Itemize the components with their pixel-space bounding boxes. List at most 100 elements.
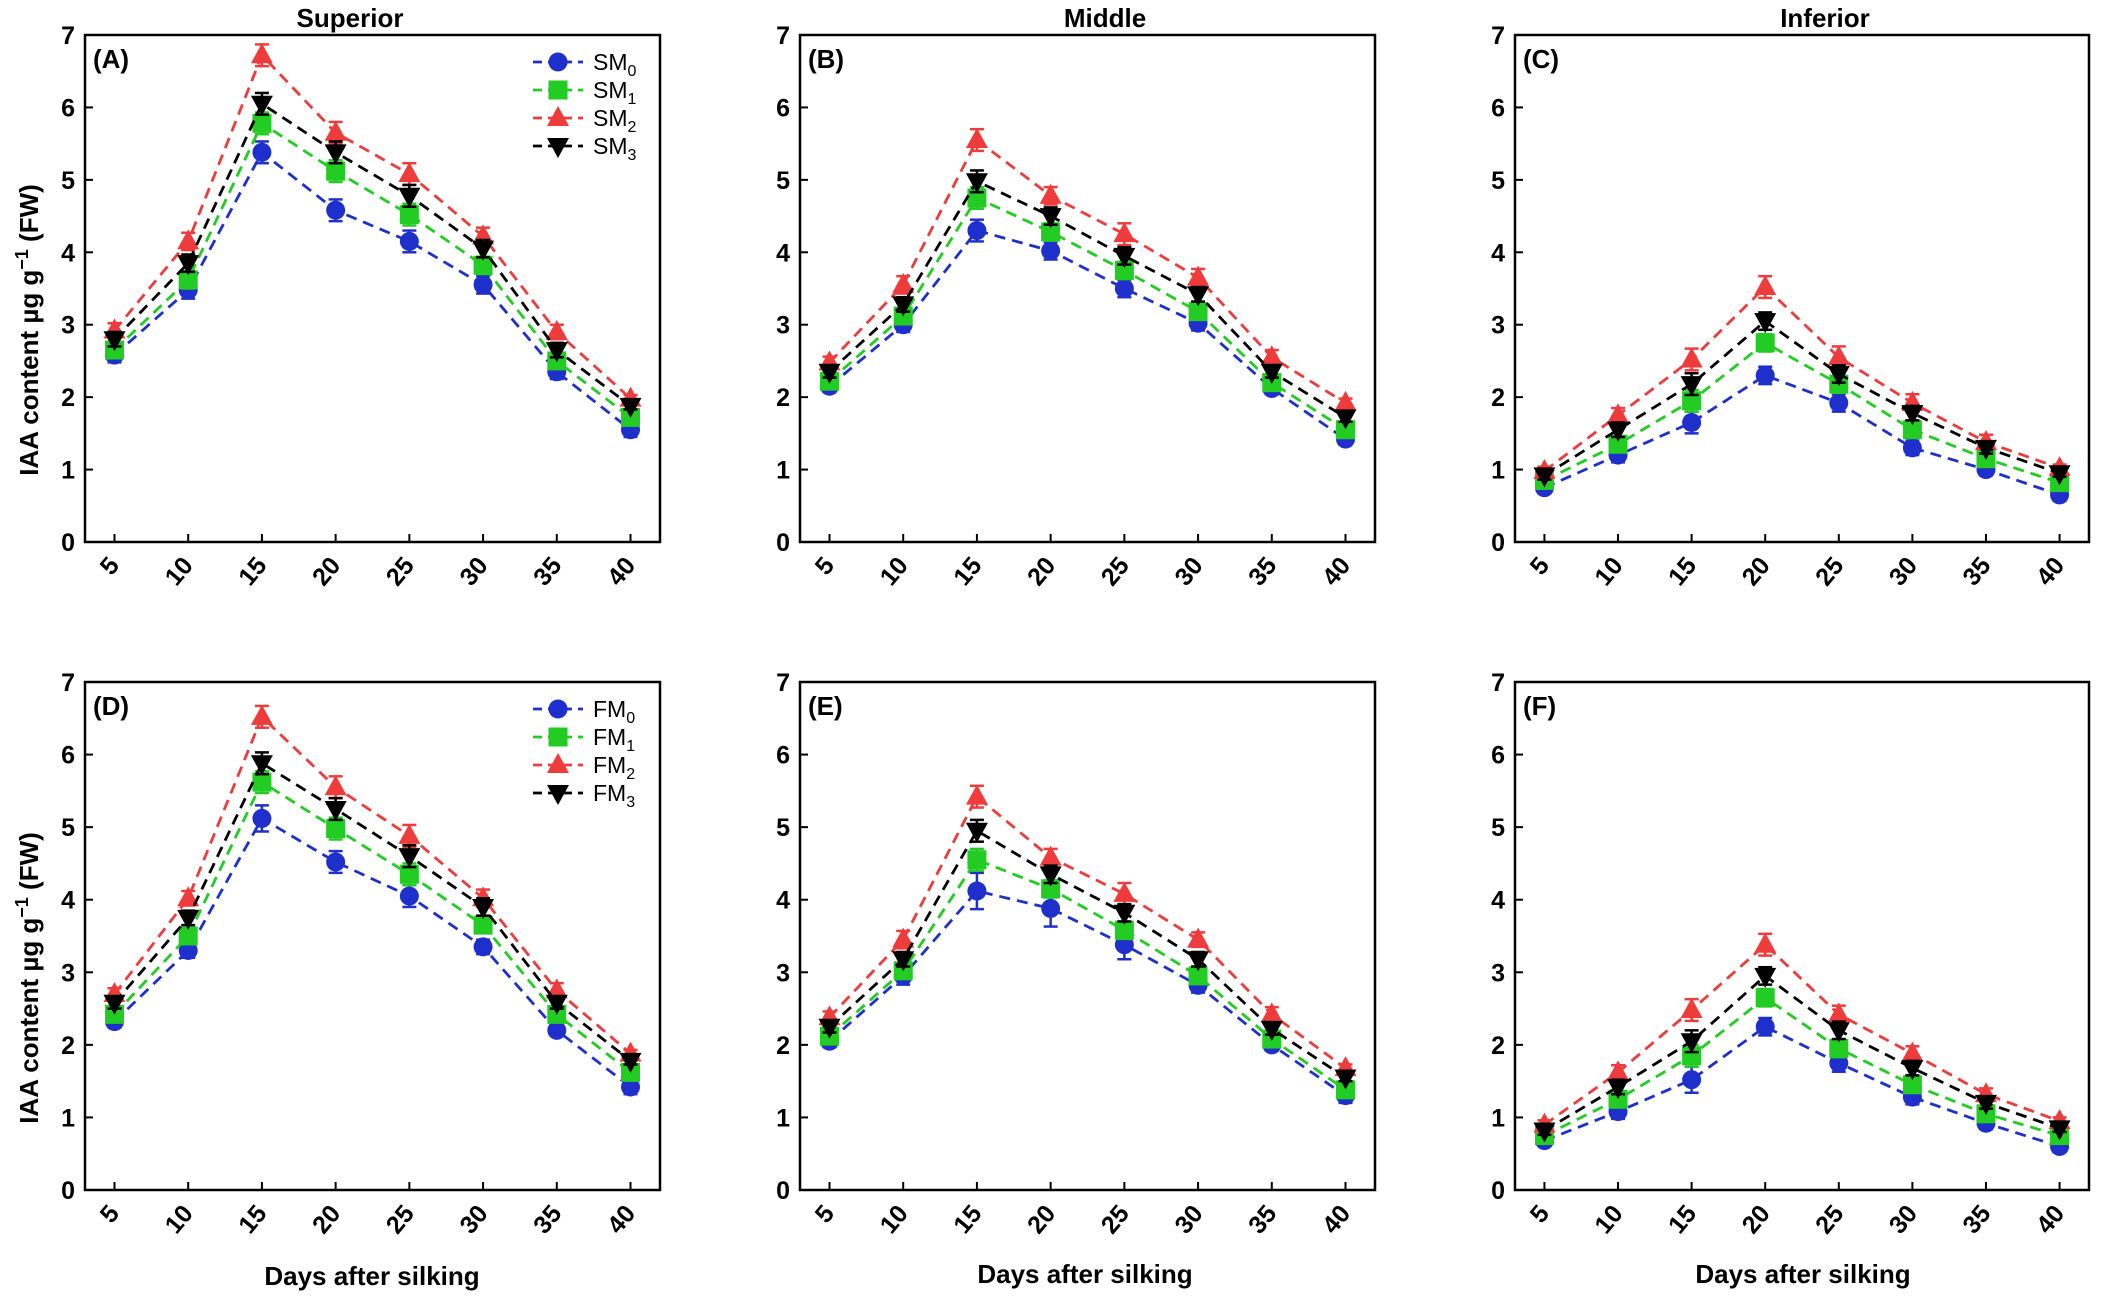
data-point [473,937,493,957]
y-tick-label: 4 [61,239,75,267]
x-tick-label: 35 [528,1200,567,1239]
x-tick-label: 40 [1317,552,1356,591]
series-sm3 [1533,311,2071,488]
x-tick-label: 40 [2031,552,2070,591]
data-point [399,205,419,225]
data-point [324,775,347,796]
y-tick-label: 5 [776,814,790,842]
x-tick-label: 15 [1663,552,1702,591]
data-point [177,886,200,907]
data-point [1039,866,1062,887]
data-point [324,144,347,165]
panel-label: (A) [93,44,129,74]
y-tick-label: 1 [1491,1104,1505,1132]
data-point [324,120,347,141]
series-line [828,196,1347,431]
data-point [547,1020,567,1040]
panel-label: (D) [93,691,129,721]
y-tick-label: 4 [61,887,75,915]
y-tick-label: 6 [61,94,75,122]
data-point [892,272,915,293]
series-fm3 [103,751,642,1073]
data-point [1336,420,1356,440]
series-line [113,52,632,400]
x-tick-label: 25 [1096,1200,1135,1239]
x-tick-label: 35 [1957,552,1996,591]
x-tick-label: 40 [1317,1200,1356,1239]
data-point [545,319,568,340]
data-point [545,994,568,1015]
data-point [1533,467,1556,488]
legend-label: SM3 [593,133,637,164]
data-point [178,926,198,946]
data-point [1260,345,1283,366]
y-axis-label-text: IAA content µg g [14,918,44,1124]
y-tick-label: 2 [1491,1032,1505,1060]
data-point [399,864,419,884]
data-point [326,852,346,872]
data-point [1902,1075,1922,1095]
data-point [399,886,419,906]
y-tick-label: 2 [776,384,790,412]
data-point [252,772,272,792]
series-sm0 [104,140,641,440]
y-tick-label: 5 [61,814,75,842]
x-tick-label: 10 [1589,552,1628,591]
data-point [1682,1070,1702,1090]
x-tick-label: 25 [1810,1200,1849,1239]
data-point [1829,393,1849,413]
y-tick-label: 7 [1491,22,1505,50]
data-point [965,784,988,805]
chart-panel: Superior (A) 0 1 2 3 4 5 6 7 5 10 15 20 25 30 35 40 SM0SM1… [61,3,662,591]
data-point [1680,376,1703,397]
data-point [1902,420,1922,440]
data-point [250,704,273,725]
data-point [1901,405,1924,426]
data-point [1041,898,1061,918]
legend-label: FM1 [593,724,635,755]
y-tick-label: 5 [61,167,75,195]
series-line [113,714,632,1055]
y-axis-label-tail: (FW) [14,832,44,897]
y-tick-label: 5 [1491,814,1505,842]
data-point [619,1052,642,1073]
y-tick-label: 2 [61,384,75,412]
data-point [473,255,493,275]
x-tick-label: 10 [159,552,198,591]
panel-label: (B) [808,44,844,74]
chart-panel: Inferior (C) 0 1 2 3 4 5 6 7 5 10 15 20 25 30 35 40 [1491,3,2091,591]
data-point [967,221,987,241]
data-point [1827,1002,1850,1023]
y-axis-label-sup: −1 [12,249,32,270]
legend-marker [547,106,569,126]
y-tick-label: 0 [776,1177,790,1205]
data-point [1188,966,1208,986]
data-point [545,342,568,363]
y-tick-label: 0 [61,529,75,557]
series-line [1543,373,2061,497]
y-tick-label: 0 [1491,1177,1505,1205]
data-point [1039,183,1062,204]
x-tick-label: 5 [810,1200,840,1229]
data-point [178,941,198,961]
data-point [1334,409,1357,430]
data-point [1901,1041,1924,1062]
data-point [1188,302,1208,322]
data-point [1755,1017,1775,1037]
x-tick-label: 20 [1736,1200,1775,1239]
data-point [1039,208,1062,229]
y-axis-label-sup: −1 [12,897,32,918]
y-tick-label: 0 [61,1177,75,1205]
data-point [1187,951,1210,972]
y-tick-label: 4 [776,887,790,915]
data-point [326,819,346,839]
y-tick-label: 6 [776,94,790,122]
data-point [472,240,495,261]
x-tick-label: 15 [948,552,987,591]
data-point [2048,1120,2071,1141]
data-point [250,43,273,64]
y-tick-label: 1 [61,1104,75,1132]
